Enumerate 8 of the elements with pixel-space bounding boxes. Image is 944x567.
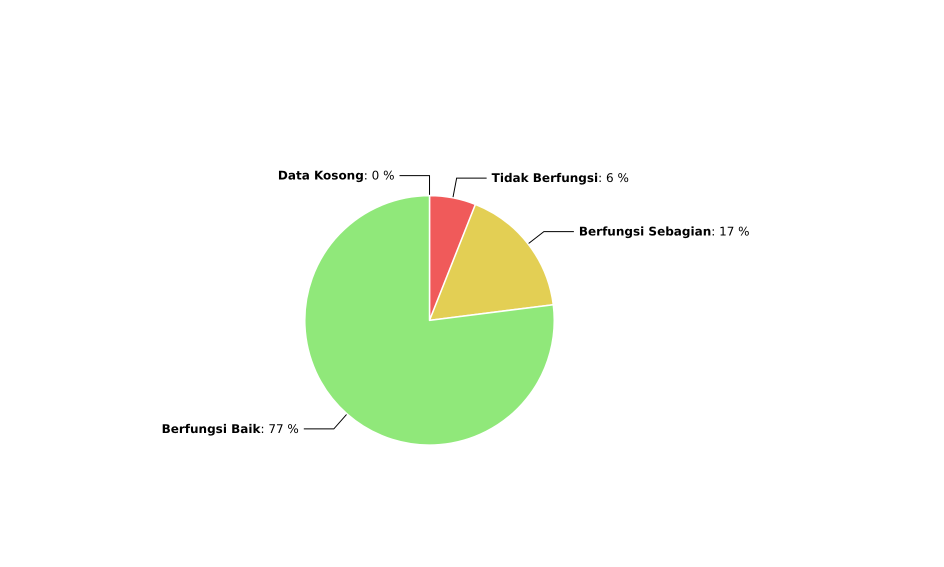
category-label: Data Kosong — [278, 168, 364, 183]
data-label: : 6 % — [598, 171, 629, 186]
slice-label: Berfungsi Sebagian — [578, 224, 712, 239]
slice-label: Berfungsi Baik — [162, 422, 262, 436]
data-label: : 17 % — [711, 224, 750, 239]
data-label: : 77 % — [260, 422, 299, 436]
slice-label: Tidak Berfungsi — [492, 171, 598, 186]
text: : 0 % — [364, 168, 395, 183]
